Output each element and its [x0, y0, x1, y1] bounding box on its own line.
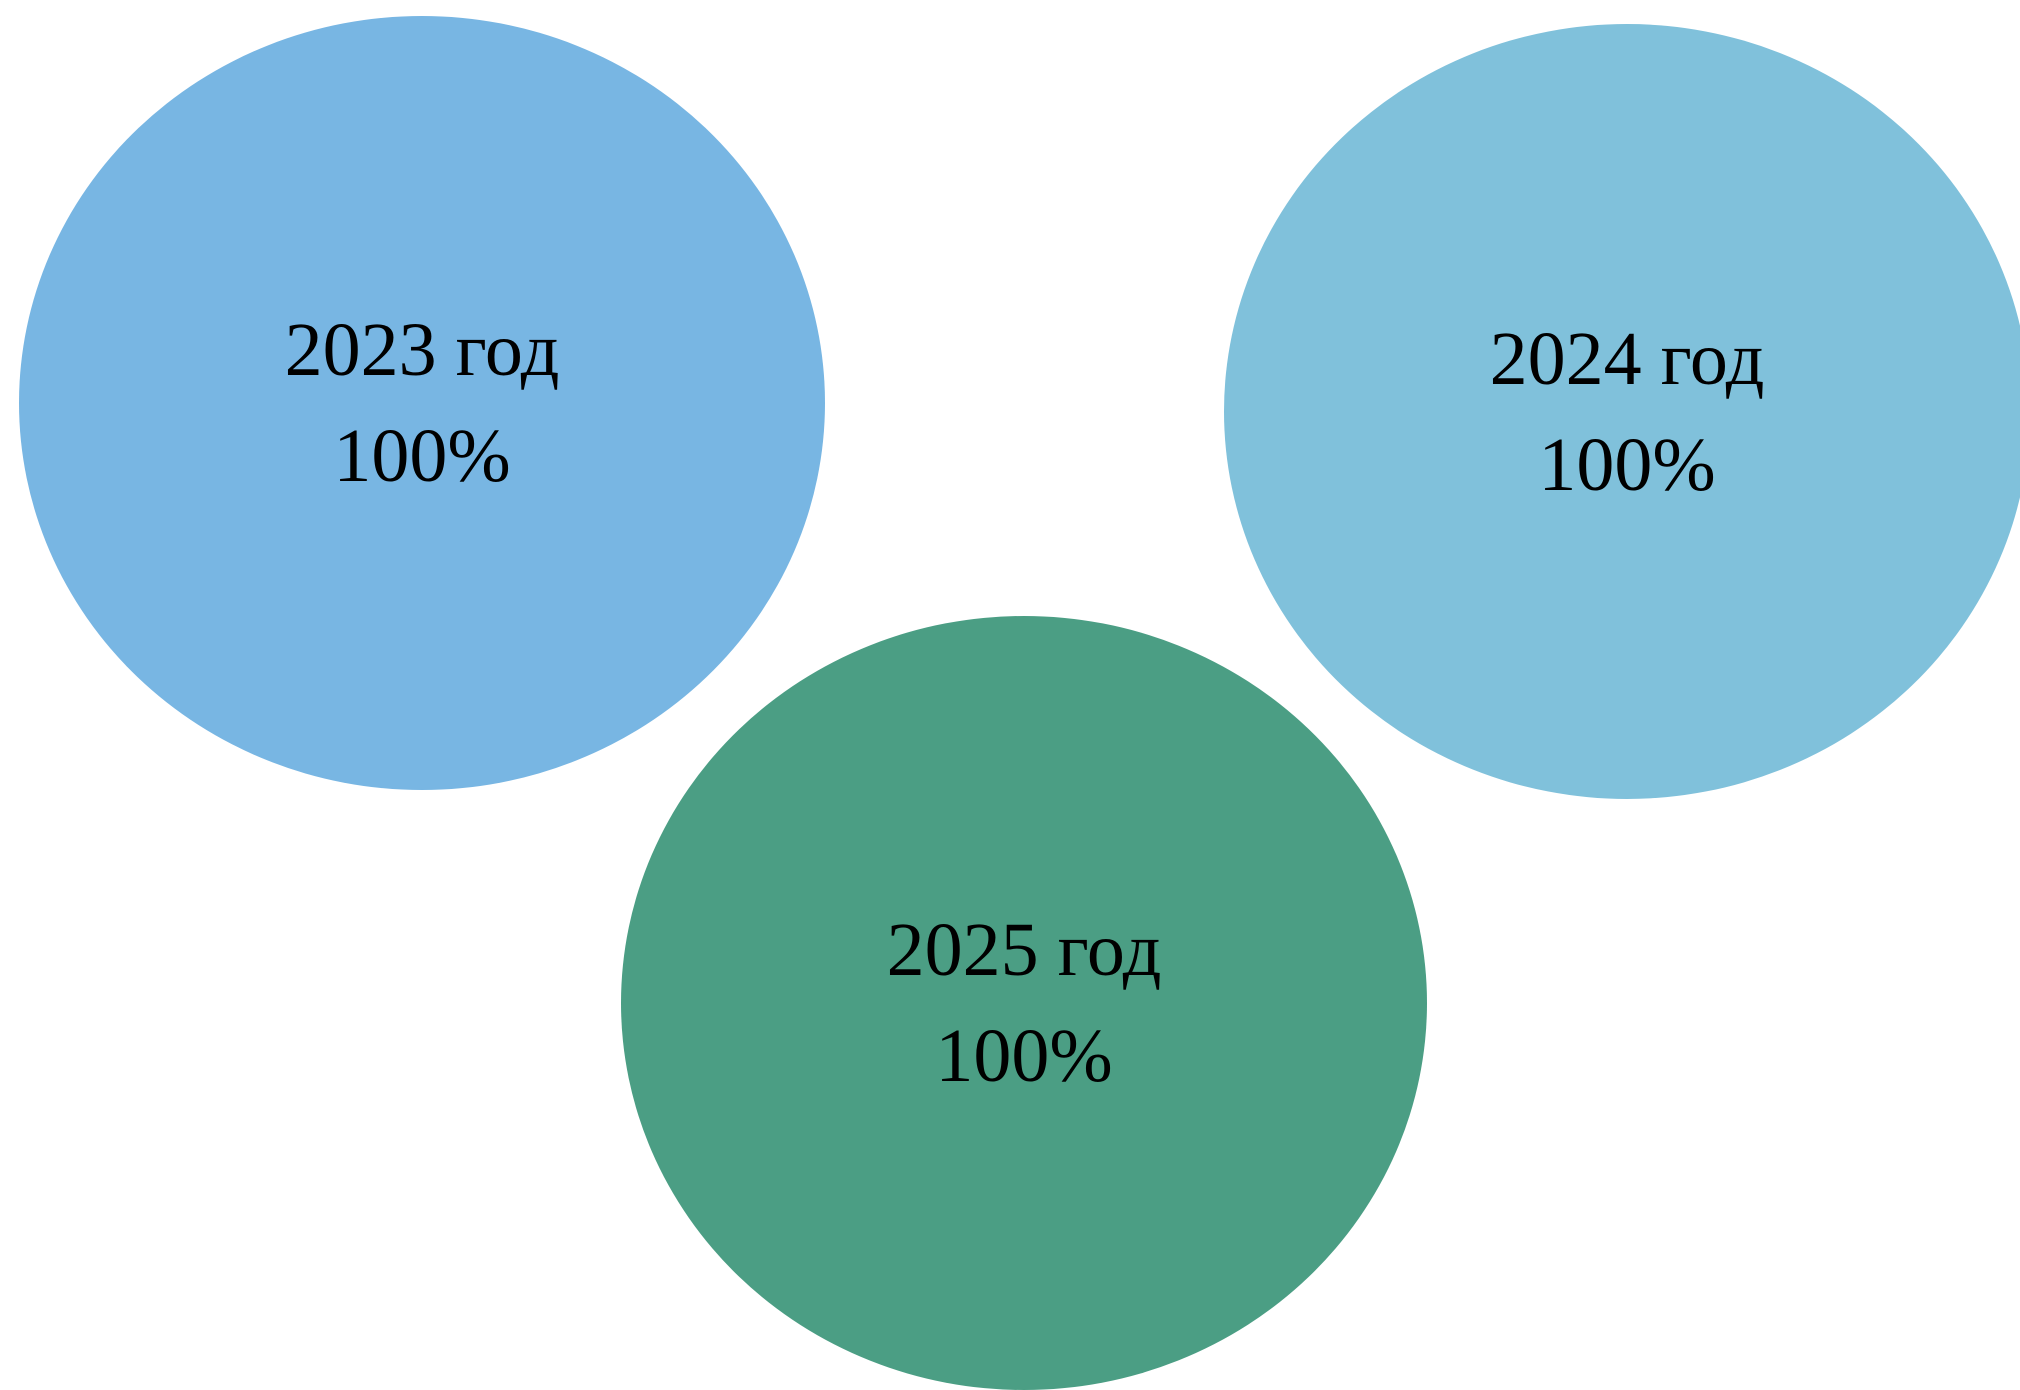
percent-label-2024: 100%	[1538, 412, 1715, 518]
year-label-2025: 2025 год	[887, 897, 1162, 1003]
ellipse-2023: 2023 год 100%	[19, 16, 825, 790]
ellipse-2025: 2025 год 100%	[621, 616, 1427, 1390]
year-label-2023: 2023 год	[285, 297, 560, 403]
percent-label-2023: 100%	[333, 403, 510, 509]
percent-label-2025: 100%	[935, 1003, 1112, 1109]
ellipse-2024: 2024 год 100%	[1224, 24, 2020, 799]
year-label-2024: 2024 год	[1490, 306, 1765, 412]
